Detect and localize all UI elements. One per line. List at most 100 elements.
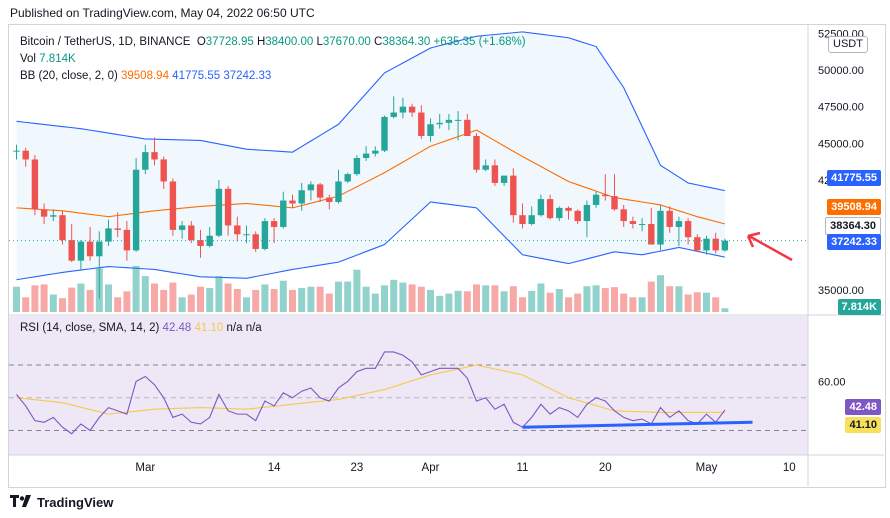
volume-bar — [500, 291, 508, 312]
candle-body — [436, 122, 443, 125]
candle-body — [473, 136, 480, 170]
volume-bar — [298, 288, 306, 312]
rsi-pane-background — [9, 316, 808, 455]
bb-mid-tag: 39508.94 — [827, 199, 881, 215]
volume-bar — [565, 297, 572, 312]
volume-bar — [408, 284, 416, 312]
candle-body — [344, 174, 351, 182]
candle-body — [243, 234, 250, 236]
volume-bar — [197, 286, 204, 312]
low-label: L — [316, 36, 323, 48]
open-value: 37728.95 — [205, 36, 254, 48]
volume-bar — [519, 297, 526, 312]
candle-body — [427, 124, 434, 136]
candle-body — [491, 165, 499, 183]
volume-bar — [657, 275, 664, 312]
volume-bar — [261, 284, 269, 312]
open-label: O — [196, 36, 206, 48]
price-tick-label: 35000.00 — [818, 285, 864, 297]
candle-body — [252, 234, 259, 249]
candle-body — [712, 238, 719, 251]
time-tick-label: May — [696, 462, 718, 474]
volume-bar — [68, 287, 76, 312]
candle-body — [261, 221, 269, 249]
candle-body — [307, 184, 315, 191]
volume-bar — [233, 289, 241, 312]
candle-body — [123, 229, 131, 251]
volume-bar — [381, 285, 388, 312]
volume-bar — [574, 293, 582, 312]
tradingview-brand: TradingView — [37, 495, 114, 510]
candle-body — [234, 225, 241, 235]
close-label: C — [374, 36, 383, 48]
volume-bar — [611, 287, 618, 312]
candle-body — [482, 165, 489, 170]
volume-bar — [307, 286, 315, 312]
symbol-legend: Bitcoin / TetherUS, 1D, BINANCE O37728.9… — [20, 36, 526, 48]
currency-selector[interactable]: USDT — [828, 36, 868, 53]
candle-body — [40, 209, 48, 217]
bb-lower-value: 37242.33 — [223, 70, 272, 82]
price-tick-label: 47500.00 — [818, 102, 864, 114]
candle-body — [132, 169, 140, 251]
volume-bar — [160, 289, 168, 312]
volume-bar — [528, 290, 536, 312]
volume-bar — [289, 289, 296, 312]
candle-body — [510, 175, 517, 216]
candle-body — [335, 181, 342, 202]
bb-upper-line — [16, 31, 726, 192]
time-tick-label: 23 — [351, 462, 364, 474]
volume-bar — [49, 294, 57, 312]
volume-bar — [59, 298, 66, 312]
time-tick-label: 11 — [517, 462, 529, 474]
candle-body — [96, 241, 103, 257]
time-tick-label: 10 — [783, 462, 796, 474]
tradingview-branding[interactable]: TradingView — [10, 495, 113, 510]
rsi-trendline — [522, 420, 753, 429]
bb-upper-value: 41775.55 — [172, 70, 221, 82]
candle-body — [390, 112, 397, 117]
candle-body — [188, 225, 195, 241]
candle-body — [197, 240, 204, 246]
candle-body — [31, 159, 39, 210]
volume-bar — [344, 281, 352, 312]
candle-body — [178, 225, 186, 230]
candle-body — [648, 224, 655, 245]
volume-bar — [436, 295, 444, 312]
volume-bar — [454, 290, 462, 312]
candle-body — [280, 200, 287, 227]
volume-bar — [463, 291, 471, 312]
volume-bar — [473, 284, 480, 312]
volume-bar — [684, 294, 692, 312]
high-value: 38400.00 — [265, 36, 314, 48]
rsi-legend: RSI (14, close, SMA, 14, 2) 42.48 41.10 … — [20, 322, 262, 334]
volume-value: 7.814K — [39, 53, 76, 65]
volume-bar — [132, 266, 140, 312]
candle-body — [528, 215, 535, 224]
volume-bar — [187, 294, 195, 312]
time-tick-label: 20 — [599, 462, 612, 474]
volume-bar — [693, 292, 701, 312]
candle-body — [611, 196, 618, 210]
candle-body — [372, 150, 379, 154]
time-tick-label: 14 — [268, 462, 281, 474]
candle-body — [408, 106, 416, 113]
high-label: H — [256, 36, 266, 48]
volume-bar — [629, 297, 637, 312]
volume-bar — [206, 288, 214, 312]
annotation-arrow-shaft — [748, 234, 793, 262]
volume-bar — [371, 293, 379, 312]
close-value: 38364.30 — [382, 36, 431, 48]
volume-bar — [647, 281, 655, 312]
candle-body — [59, 215, 66, 241]
published-caption: Published on TradingView.com, May 04, 20… — [10, 6, 315, 20]
volume-bar — [362, 286, 370, 312]
volume-bar — [491, 285, 499, 312]
volume-bar — [417, 286, 425, 312]
volume-bar — [482, 285, 490, 312]
tradingview-logo-icon — [10, 495, 32, 510]
candle-body — [105, 228, 112, 242]
volume-bar — [427, 289, 434, 312]
candle-body — [142, 152, 149, 170]
